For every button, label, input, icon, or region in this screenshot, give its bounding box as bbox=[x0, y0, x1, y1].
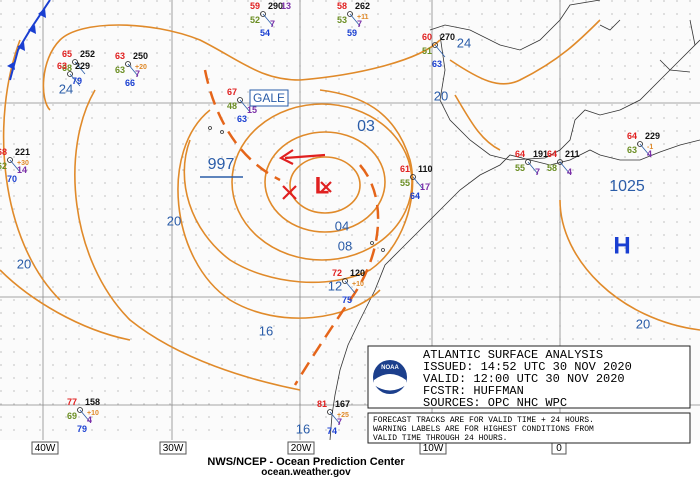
isobar-label: 20 bbox=[434, 88, 448, 103]
station-wx: 17 bbox=[420, 182, 430, 192]
station-pressure: 229 bbox=[645, 131, 660, 141]
station-pressure: 250 bbox=[133, 51, 148, 61]
warning-label: GALE bbox=[253, 91, 285, 105]
station-temp: 61 bbox=[400, 164, 410, 174]
station-vis: 54 bbox=[260, 28, 270, 38]
station-dewpoint: 55 bbox=[400, 178, 410, 188]
station-pressure: 167 bbox=[335, 399, 350, 409]
station-temp: 58 bbox=[337, 1, 347, 11]
station-temp: 64 bbox=[547, 149, 557, 159]
station-wx: 4 bbox=[87, 415, 92, 425]
station-vis: 66 bbox=[125, 78, 135, 88]
station-tendency: +10 bbox=[352, 281, 364, 288]
station-dewpoint: 55 bbox=[515, 163, 525, 173]
isobar-label: 16 bbox=[296, 421, 310, 436]
station-dewpoint: 48 bbox=[227, 101, 237, 111]
station-temp: 59 bbox=[250, 1, 260, 11]
station-temp: 72 bbox=[332, 268, 342, 278]
station-temp: 64 bbox=[627, 131, 637, 141]
station-pressure: 120 bbox=[350, 268, 365, 278]
footer-url: ocean.weather.gov bbox=[261, 467, 351, 478]
station-pressure: 158 bbox=[85, 397, 100, 407]
note-line: FORECAST TRACKS ARE FOR VALID TIME + 24 … bbox=[373, 416, 594, 425]
station-pressure: 211 bbox=[565, 149, 580, 159]
info-box: NOAA ATLANTIC SURFACE ANALYSIS ISSUED: 1… bbox=[368, 346, 690, 443]
isobar-label: 16 bbox=[259, 323, 273, 338]
station-dewpoint: 53 bbox=[337, 15, 347, 25]
isobar-label: 24 bbox=[457, 35, 471, 50]
station-pressure: 229 bbox=[75, 61, 90, 71]
station-pressure: 252 bbox=[80, 49, 95, 59]
station-dewpoint: 51 bbox=[422, 46, 432, 56]
station-temp: 81 bbox=[317, 399, 327, 409]
station-wx: 15 bbox=[247, 105, 257, 115]
station-wx: 7 bbox=[135, 69, 140, 79]
station-temp: 63 bbox=[115, 51, 125, 61]
longitude-label: 20W bbox=[291, 443, 312, 454]
station-pressure: 270 bbox=[440, 32, 455, 42]
station-vis: 70 bbox=[7, 174, 17, 184]
station-vis: 79 bbox=[72, 76, 82, 86]
station-wx: 14 bbox=[17, 165, 27, 175]
station-vis: 64 bbox=[410, 191, 420, 201]
station-temp: 60 bbox=[422, 32, 432, 42]
longitude-label: 40W bbox=[35, 443, 56, 454]
station-vis: 75 bbox=[342, 295, 352, 305]
station-pressure: 221 bbox=[15, 147, 30, 157]
station-pressure: 262 bbox=[355, 1, 370, 11]
station-temp: 77 bbox=[67, 397, 77, 407]
isobar-label: 20 bbox=[167, 213, 181, 228]
station-dewpoint: 63 bbox=[627, 145, 637, 155]
station-wx: 7 bbox=[337, 417, 342, 427]
longitude-labels: 40W 30W 20W 10W 0 bbox=[32, 442, 566, 454]
isobar-label: 08 bbox=[338, 238, 352, 253]
note-line: VALID TIME THROUGH 24 HOURS. bbox=[373, 434, 507, 443]
station-pressure: 110 bbox=[418, 164, 433, 174]
station-dewpoint: 62 bbox=[0, 161, 7, 171]
station-extra: 13 bbox=[281, 1, 291, 11]
station-temp: 67 bbox=[227, 87, 237, 97]
low-center: L bbox=[315, 172, 330, 199]
high-center: H bbox=[613, 232, 630, 259]
station-vis: 79 bbox=[77, 424, 87, 434]
station-temp: 63 bbox=[57, 61, 67, 71]
note-line: WARNING LABELS ARE FOR HIGHEST CONDITION… bbox=[373, 425, 594, 434]
station-vis: 59 bbox=[347, 28, 357, 38]
station-dewpoint: 58 bbox=[547, 163, 557, 173]
isobar-label: 20 bbox=[636, 316, 650, 331]
station-dewpoint: 52 bbox=[250, 15, 260, 25]
station-vis: 63 bbox=[432, 59, 442, 69]
station-wx: 4 bbox=[647, 149, 652, 159]
station-wx: 4 bbox=[567, 167, 572, 177]
station-temp: 65 bbox=[62, 49, 72, 59]
longitude-label: 0 bbox=[556, 443, 562, 454]
station-wx: 7 bbox=[535, 167, 540, 177]
longitude-label: 30W bbox=[163, 443, 184, 454]
station-wx: 7 bbox=[357, 19, 362, 29]
isobar-label: 03 bbox=[357, 118, 375, 135]
station-dewpoint: 63 bbox=[115, 65, 125, 75]
isobar-label: 20 bbox=[17, 256, 31, 271]
isobar-label: 12 bbox=[328, 278, 342, 293]
longitude-label: 10W bbox=[423, 443, 444, 454]
station-vis: 63 bbox=[237, 114, 247, 124]
info-sources: SOURCES: OPC NHC WPC bbox=[423, 396, 567, 410]
high-pressure: 1025 bbox=[609, 178, 645, 195]
station-temp: 64 bbox=[515, 149, 525, 159]
station-pressure: 191 bbox=[533, 149, 548, 159]
low-pressure: 997 bbox=[208, 156, 235, 173]
station-wx: 7 bbox=[270, 19, 275, 29]
isobar-label: 04 bbox=[335, 218, 349, 233]
station-temp: 68 bbox=[0, 147, 7, 157]
station-dewpoint: 69 bbox=[67, 411, 77, 421]
logo-text: NOAA bbox=[381, 365, 399, 371]
station-vis: 74 bbox=[327, 426, 337, 436]
